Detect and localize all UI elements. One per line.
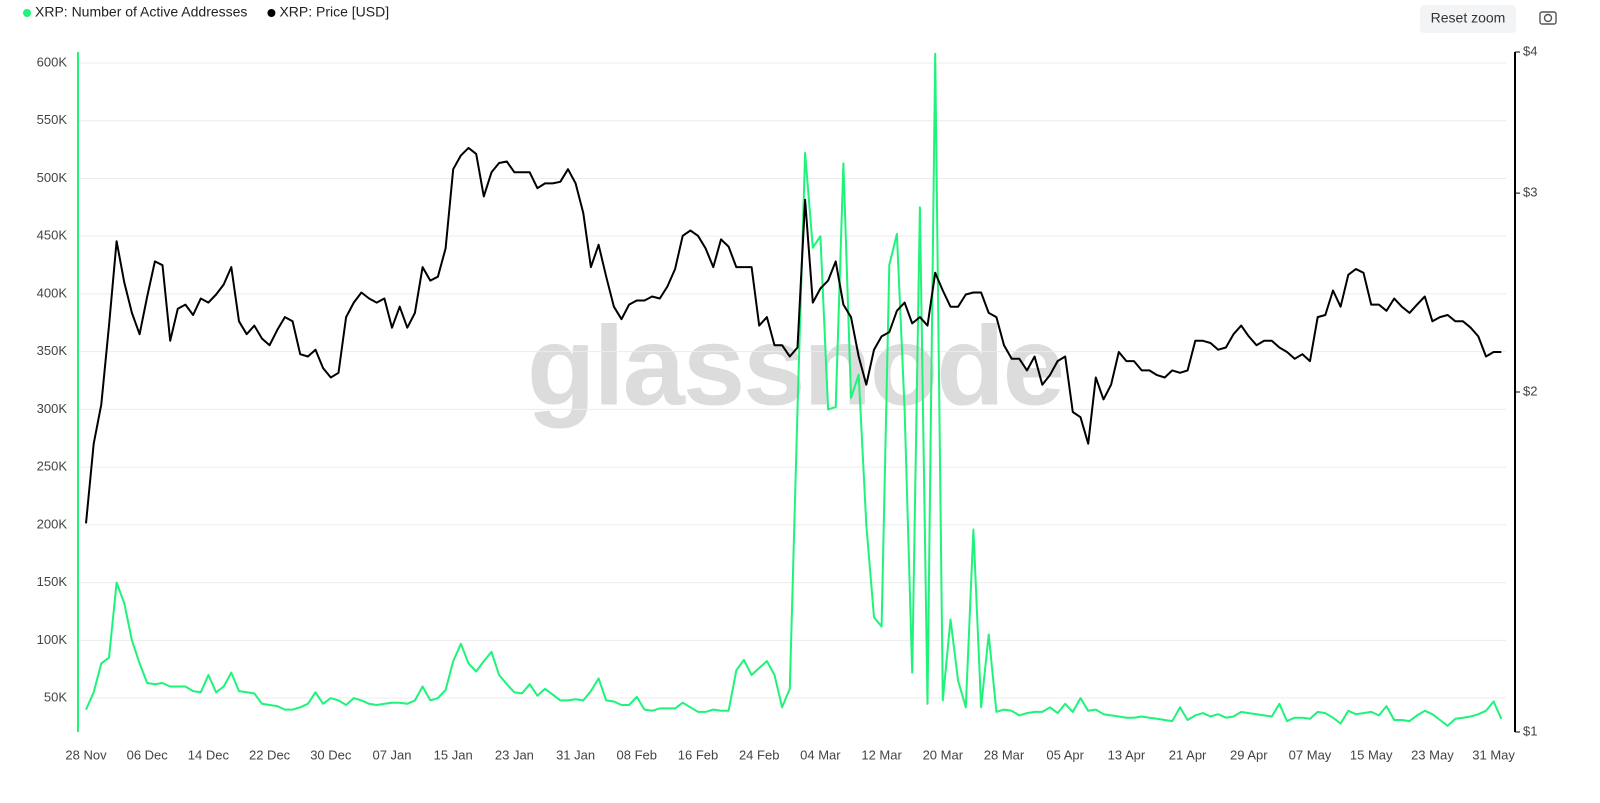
x-tick-label: 28 Mar [984,747,1025,762]
x-tick-label: 14 Dec [188,747,230,762]
y-tick-label: 150K [37,574,68,589]
y2-tick-label: $4 [1523,43,1537,58]
x-tick-label: 20 Mar [923,747,964,762]
y2-tick-label: $2 [1523,383,1537,398]
legend-marker [267,9,276,17]
x-tick-label: 31 May [1472,747,1515,762]
x-tick-label: 07 Jan [372,747,411,762]
y-tick-label: 550K [37,112,68,127]
camera-icon[interactable] [1539,11,1557,25]
x-tick-label: 12 Mar [861,747,902,762]
camera-body[interactable] [1539,11,1557,25]
y-tick-label: 500K [37,170,68,185]
series-line [85,146,1502,524]
button-label[interactable]: Reset zoom [1431,10,1506,26]
reset-zoom-button[interactable]: Reset zoom [1420,5,1516,33]
y2-tick-label: $1 [1523,723,1537,738]
x-tick-label: 21 Apr [1169,747,1207,762]
x-tick-label: 15 Jan [434,747,473,762]
x-tick-label: 29 Apr [1230,747,1268,762]
x-tick-label: 31 Jan [556,747,595,762]
x-tick-label: 16 Feb [678,747,718,762]
y-tick-label: 250K [37,459,68,474]
x-tick-label: 07 May [1289,747,1332,762]
watermark: glassnode [527,304,1063,429]
y-tick-label: 50K [44,689,67,704]
x-tick-label: 30 Dec [310,747,352,762]
x-tick-label: 24 Feb [739,747,779,762]
x-tick-label: 22 Dec [249,747,291,762]
y-tick-label: 400K [37,285,68,300]
x-tick-label: 15 May [1350,747,1393,762]
y-tick-label: 350K [37,343,68,358]
button-bg[interactable] [1420,5,1516,33]
x-tick-label: 23 Jan [495,747,534,762]
x-tick-label: 13 Apr [1108,747,1146,762]
x-tick-label: 23 May [1411,747,1454,762]
legend-label: XRP: Number of Active Addresses [35,4,247,20]
y-tick-label: 100K [37,632,68,647]
y-tick-label: 300K [37,401,68,416]
x-tick-label: 08 Feb [617,747,657,762]
y-tick-label: 450K [37,228,68,243]
legend-marker [23,9,31,17]
series-line [85,52,1503,727]
y-tick-label: 200K [37,516,68,531]
legend-label: XRP: Price [USD] [279,4,389,20]
x-tick-label: 06 Dec [127,747,169,762]
x-tick-label: 28 Nov [65,747,107,762]
x-tick-label: 05 Apr [1046,747,1084,762]
y2-tick-label: $3 [1523,185,1537,200]
x-tick-label: 04 Mar [800,747,841,762]
camera-lens[interactable] [1543,13,1553,23]
y-tick-label: 600K [37,54,68,69]
